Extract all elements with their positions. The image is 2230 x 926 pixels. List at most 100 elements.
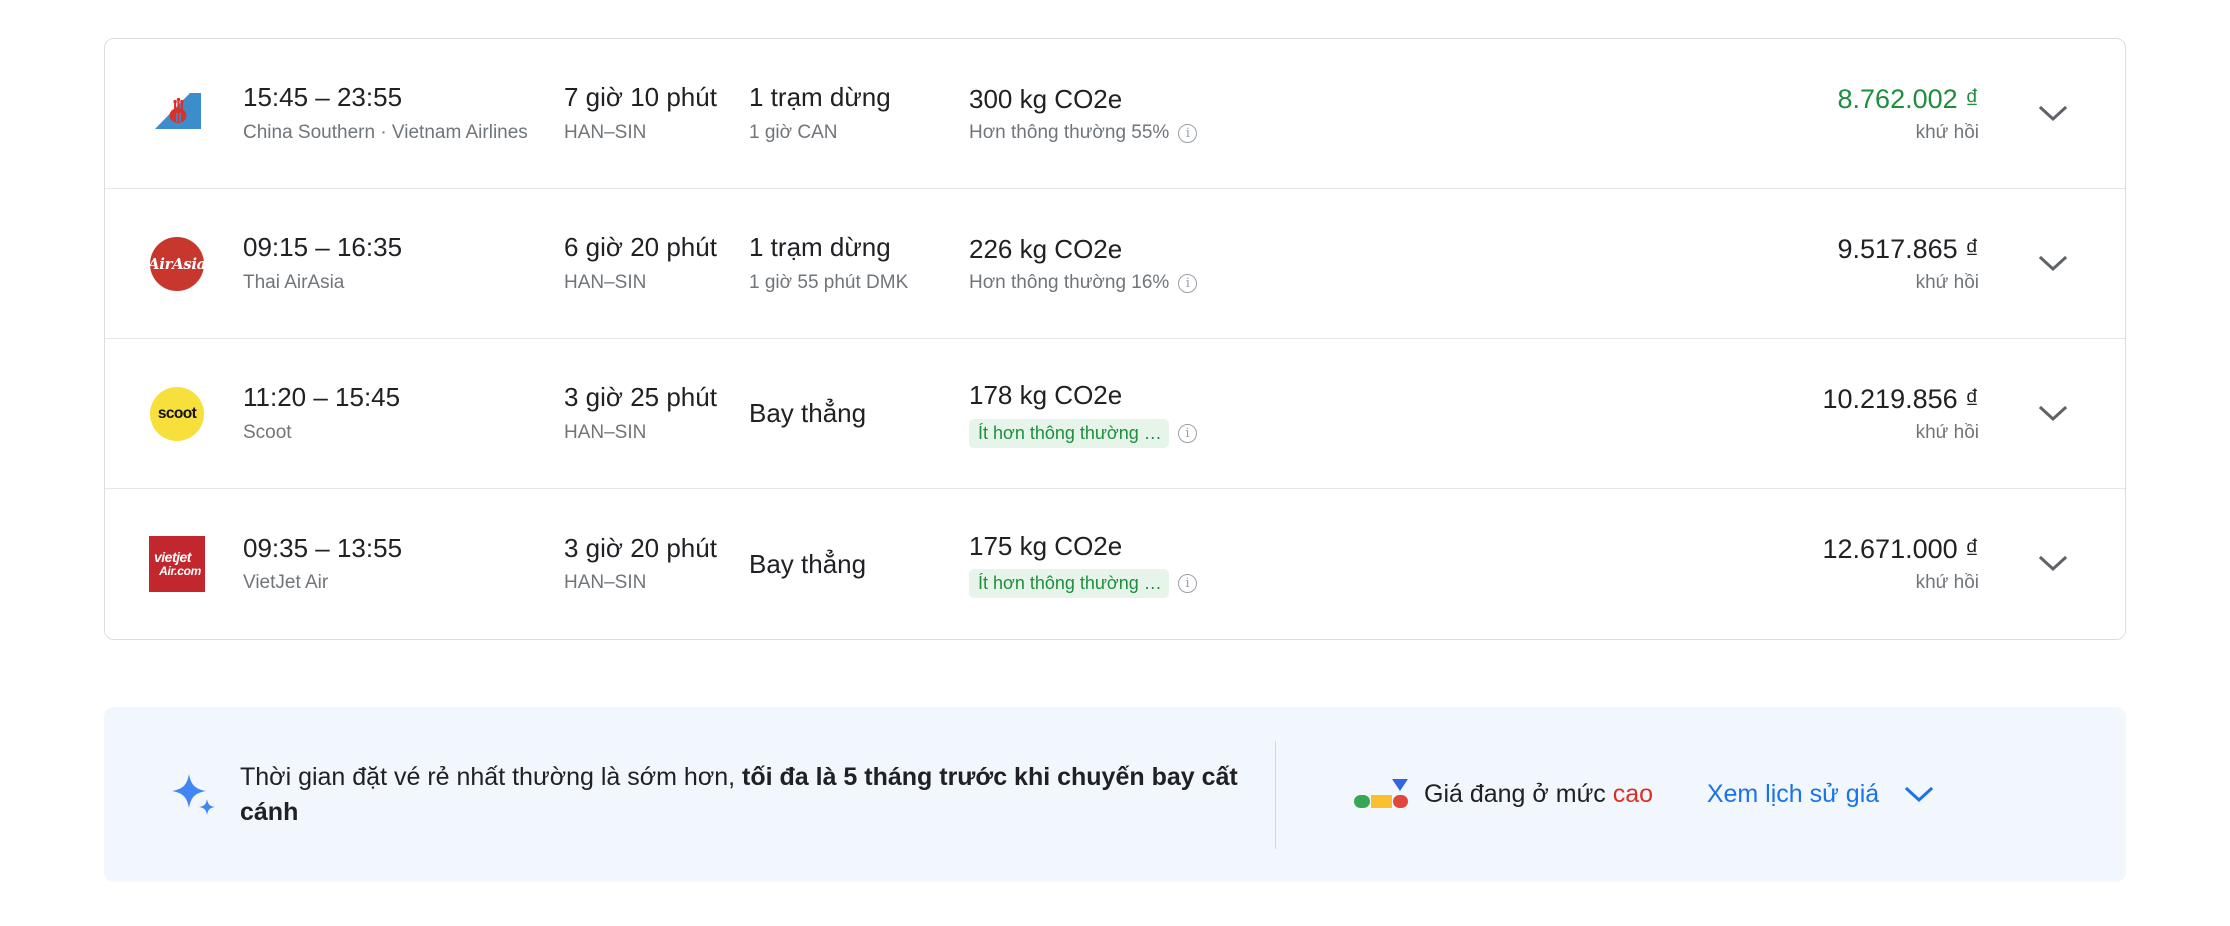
- flight-emissions-column: 175 kg CO2e Ít hơn thông thường … i: [969, 530, 1269, 599]
- emissions-badge: Ít hơn thông thường …: [969, 569, 1169, 599]
- airasia-logo: AirAsia: [148, 236, 206, 292]
- sparkle-icon-cell: [148, 768, 240, 822]
- emissions-detail: Ít hơn thông thường … i: [969, 569, 1269, 599]
- info-icon[interactable]: i: [1178, 423, 1197, 443]
- flight-price: 12.671.000 ₫: [1822, 534, 1980, 564]
- flight-row[interactable]: 15:45 – 23:55 China Southern · Vietnam A…: [105, 39, 2125, 189]
- banner-divider: [1275, 740, 1276, 849]
- flight-time-column: 11:20 – 15:45 Scoot: [219, 381, 564, 445]
- price-insight-banner: Thời gian đặt vé rẻ nhất thường là sớm h…: [104, 707, 2126, 882]
- flight-duration-column: 3 giờ 20 phút HAN–SIN: [564, 532, 749, 596]
- price-level-gauge-icon: [1354, 778, 1408, 808]
- flight-duration: 3 giờ 20 phút: [564, 532, 717, 563]
- flight-price-column: 10.219.856 ₫ khứ hồi: [1269, 384, 2015, 444]
- airasia-logo-text: AirAsia: [148, 236, 206, 291]
- airline-logo-cell: vietjet Air.com: [135, 536, 219, 592]
- flight-times: 15:45 – 23:55: [243, 82, 403, 113]
- flight-price-column: 12.671.000 ₫ khứ hồi: [1269, 534, 2015, 594]
- info-icon[interactable]: i: [1178, 123, 1198, 143]
- flight-emissions-column: 178 kg CO2e Ít hơn thông thường … i: [969, 379, 1269, 448]
- flight-row[interactable]: scoot 11:20 – 15:45 Scoot 3 giờ 25 phút …: [105, 339, 2125, 489]
- sparkle-icon: [172, 773, 215, 815]
- chevron-down-icon: [2038, 405, 2068, 421]
- chevron-down-icon: [2038, 555, 2068, 572]
- flight-row[interactable]: AirAsia 09:15 – 16:35 Thai AirAsia 6 giờ…: [105, 189, 2125, 339]
- flight-price-type: khứ hồi: [1915, 421, 1979, 443]
- emissions-note: Hơn thông thường 16%: [969, 272, 1170, 294]
- price-level-value: cao: [1612, 779, 1654, 808]
- airline-logo-cell: [135, 86, 219, 142]
- emissions-detail: Ít hơn thông thường … i: [969, 418, 1269, 448]
- flight-price-type: khứ hồi: [1915, 572, 1979, 593]
- insight-message: Thời gian đặt vé rẻ nhất thường là sớm h…: [240, 760, 1275, 829]
- flight-airlines: Thai AirAsia: [243, 271, 345, 293]
- flight-emissions: 226 kg CO2e: [969, 233, 1123, 264]
- flight-price-column: 9.517.865 ₫ khứ hồi: [1269, 234, 2015, 294]
- flight-time-column: 09:15 – 16:35 Thai AirAsia: [219, 231, 564, 295]
- flight-row[interactable]: vietjet Air.com 09:35 – 13:55 VietJet Ai…: [105, 489, 2125, 639]
- flight-times: 09:35 – 13:55: [243, 532, 403, 563]
- expand-flight-button[interactable]: [2015, 255, 2091, 273]
- flight-times: 11:20 – 15:45: [243, 382, 401, 413]
- flight-duration-column: 7 giờ 10 phút HAN–SIN: [564, 81, 749, 145]
- price-level-text: Giá đang ở mức cao: [1424, 778, 1656, 812]
- flight-layover: 1 giờ CAN: [749, 121, 838, 143]
- flight-layover: 1 giờ 55 phút DMK: [749, 271, 909, 293]
- expand-flight-button[interactable]: [2015, 405, 2091, 423]
- vietjet-logo: vietjet Air.com: [149, 536, 205, 592]
- flight-duration: 3 giờ 25 phút: [564, 382, 717, 413]
- flight-emissions: 178 kg CO2e: [969, 380, 1123, 411]
- insight-message-normal: Thời gian đặt vé rẻ nhất thường là sớm h…: [240, 763, 743, 791]
- flight-route: HAN–SIN: [564, 271, 647, 293]
- flight-emissions-column: 300 kg CO2e Hơn thông thường 55% i: [969, 83, 1269, 145]
- emissions-detail: Hơn thông thường 16% i: [969, 272, 1269, 294]
- flight-emissions-column: 226 kg CO2e Hơn thông thường 16% i: [969, 233, 1269, 295]
- vietjet-logo-mark: vietjet Air.com: [149, 536, 205, 592]
- flight-time-column: 15:45 – 23:55 China Southern · Vietnam A…: [219, 81, 564, 145]
- flight-time-column: 09:35 – 13:55 VietJet Air: [219, 532, 564, 596]
- flight-price: 10.219.856 ₫: [1822, 383, 1980, 414]
- flight-price: 9.517.865 ₫: [1837, 233, 1979, 264]
- insight-message-bold: tối đa là 5 tháng trước khi chuyến bay c…: [240, 763, 1238, 826]
- emissions-note: Hơn thông thường 55%: [969, 122, 1170, 144]
- view-price-history-link[interactable]: Xem lịch sử giá: [1706, 779, 1880, 808]
- flight-stops-column: 1 trạm dừng 1 giờ CAN: [749, 81, 969, 145]
- flight-airlines: Scoot: [243, 421, 292, 443]
- info-icon[interactable]: i: [1178, 273, 1198, 293]
- info-icon[interactable]: i: [1178, 574, 1197, 594]
- flight-times: 09:15 – 16:35: [243, 232, 403, 263]
- flight-emissions: 300 kg CO2e: [969, 83, 1123, 114]
- flight-stops: Bay thẳng: [749, 548, 867, 579]
- flight-duration: 7 giờ 10 phút: [564, 82, 717, 113]
- flight-emissions: 175 kg CO2e: [969, 530, 1123, 561]
- flight-stops-column: Bay thẳng: [749, 548, 969, 581]
- flight-price: 8.762.002 ₫: [1837, 83, 1979, 114]
- vietjet-logo-line1: vietjet: [154, 549, 191, 566]
- price-level-gauge-cell: [1338, 773, 1424, 817]
- expand-price-history-button[interactable]: [1884, 786, 1954, 804]
- emissions-detail: Hơn thông thường 55% i: [969, 122, 1269, 144]
- flight-price-type: khứ hồi: [1915, 271, 1979, 293]
- airline-logo-cell: AirAsia: [135, 236, 219, 292]
- flight-stops: Bay thẳng: [749, 398, 867, 429]
- flight-stops: 1 trạm dừng: [749, 82, 891, 113]
- expand-flight-button[interactable]: [2015, 555, 2091, 573]
- emissions-badge: Ít hơn thông thường …: [969, 418, 1169, 448]
- china-southern-logo: [149, 86, 205, 142]
- flight-results-card: 15:45 – 23:55 China Southern · Vietnam A…: [104, 38, 2126, 640]
- flight-duration-column: 6 giờ 20 phút HAN–SIN: [564, 231, 749, 295]
- flight-price-column: 8.762.002 ₫ khứ hồi: [1269, 84, 2015, 144]
- flight-stops-column: 1 trạm dừng 1 giờ 55 phút DMK: [749, 231, 969, 295]
- vietjet-logo-line2: Air.com: [159, 564, 201, 579]
- flight-airlines: China Southern · Vietnam Airlines: [243, 121, 528, 143]
- scoot-logo: scoot: [149, 386, 205, 442]
- airline-logo-cell: scoot: [135, 386, 219, 442]
- expand-flight-button[interactable]: [2015, 105, 2091, 123]
- flight-route: HAN–SIN: [564, 121, 647, 143]
- flight-route: HAN–SIN: [564, 572, 647, 594]
- price-level-label: Giá đang ở mức: [1424, 779, 1606, 808]
- flight-route: HAN–SIN: [564, 421, 647, 443]
- flight-airlines: VietJet Air: [243, 572, 329, 594]
- flight-duration-column: 3 giờ 25 phút HAN–SIN: [564, 381, 749, 445]
